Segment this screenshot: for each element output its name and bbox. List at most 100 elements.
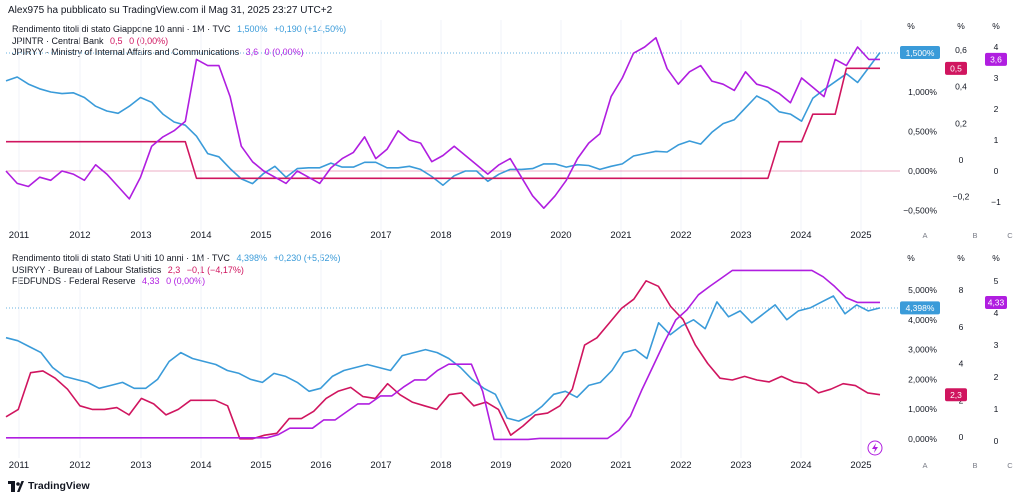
tradingview-logo[interactable]: TradingView [8, 480, 90, 492]
axis-C-tick-4: 1 [994, 404, 999, 414]
value-badge-jpintr[interactable]: 0,5 [945, 61, 967, 75]
value-badge-text-ust: 4,398% [906, 303, 935, 313]
axis-C-tick-0: 5 [994, 276, 999, 286]
axis-C-tick-2: 3 [994, 340, 999, 350]
x-tick-2021: 2021 [610, 460, 631, 471]
value-badge-jpiryy[interactable]: 3,6 [985, 52, 1007, 66]
chart-panel-bottom[interactable]: 2011 2012 2013 2014 2015 2016 2017 2018 2019 2020… [5, 250, 1013, 471]
series-name-usiryy: USIRYY · Bureau of Labour Statistics [12, 264, 162, 275]
axis-A-tick-1: 4,000% [908, 315, 937, 325]
series-change-jgb: +0,190 (+14,50%) [274, 24, 347, 34]
x-tick-2011: 2011 [9, 230, 29, 241]
axis-unit-A: % [907, 21, 915, 31]
series-line-fedfunds[interactable] [6, 269, 880, 441]
axis-C-tick-2: 2 [994, 104, 999, 114]
scale-label-A: A [922, 461, 927, 470]
value-badge-bg-fedfunds [985, 295, 1007, 309]
series-line-jpintr[interactable] [6, 67, 880, 180]
series-name-ust: Rendimento titoli di stato Stati Uniti 1… [12, 253, 230, 263]
x-tick-2018: 2018 [430, 230, 451, 241]
axis-A-tick-2: 3,000% [908, 345, 937, 355]
axis-B-tick-3: 0 [959, 155, 964, 165]
x-tick-2025: 2025 [850, 230, 871, 241]
axis-B-tick-2: 4 [959, 359, 964, 369]
axis-B-tick-0: 0,6 [955, 45, 967, 55]
axis-A-tick-0: 1,000% [908, 87, 937, 97]
x-tick-2021: 2021 [610, 230, 631, 241]
axis-B-tick-4: −0,2 [953, 192, 970, 202]
axis-C-tick-4: 0 [994, 166, 999, 176]
series-change-fedfunds: 0 (0,00%) [166, 276, 206, 286]
axis-A-tick-3: −0,500% [903, 206, 937, 216]
axis-A-tick-2: 0,000% [908, 166, 937, 176]
series-value-ust: 4,398% [236, 253, 267, 263]
x-tick-2018: 2018 [430, 460, 451, 471]
x-tick-2022: 2022 [670, 460, 691, 471]
axis-B-tick-0: 8 [959, 285, 964, 295]
series-name-jpintr: JPINTR · Central Bank [12, 35, 104, 46]
series-change-ust: +0,230 (+5,52%) [273, 253, 341, 263]
lightning-icon[interactable] [867, 440, 883, 456]
scale-label-C: C [1007, 231, 1013, 240]
series-line-ust[interactable] [5, 295, 881, 422]
series-name-fedfunds: FEDFUNDS · Federal Reserve [12, 276, 136, 286]
axis-unit-A: % [907, 253, 915, 263]
axis-C-tick-1: 4 [994, 308, 999, 318]
x-tick-2012: 2012 [69, 460, 90, 471]
axis-C-tick-3: 2 [994, 372, 999, 382]
x-tick-2025: 2025 [850, 460, 871, 471]
lightning-icon-bolt [872, 443, 878, 453]
series-line-jpiryy[interactable] [5, 36, 880, 209]
x-tick-2020: 2020 [550, 230, 571, 241]
axis-unit-C: % [992, 253, 1000, 263]
tradingview-brand: TradingView [28, 480, 90, 492]
publish-header: Alex975 ha pubblicato su TradingView.com… [8, 5, 333, 16]
legend-row-jpintr[interactable]: JPINTR · Central Bank 0,5 0 (0,00%) [12, 36, 346, 48]
scale-label-B: B [972, 461, 977, 470]
legend-row-usiryy[interactable]: USIRYY · Bureau of Labour Statistics 2,3… [12, 265, 341, 277]
axis-unit-B: % [957, 21, 965, 31]
axis-C-tick-5: 0 [994, 436, 999, 446]
x-tick-2017: 2017 [370, 460, 391, 471]
axis-B-tick-4: 0 [959, 432, 964, 442]
series-name-jgb: Rendimento titoli di stato Giappone 10 a… [12, 24, 231, 34]
value-badge-text-jpiryy: 3,6 [990, 55, 1002, 65]
legend-row-jpiryy[interactable]: JPIRYY · Ministry of Internal Affairs an… [12, 47, 346, 59]
series-line-jgb[interactable] [5, 52, 881, 186]
x-tick-2014: 2014 [190, 230, 211, 241]
series-value-fedfunds: 4,33 [142, 276, 160, 286]
scale-label-A: A [922, 231, 927, 240]
series-value-usiryy: 2,3 [167, 264, 181, 275]
legend-row-ust[interactable]: Rendimento titoli di stato Stati Uniti 1… [12, 253, 341, 265]
series-line-usiryy[interactable] [5, 280, 881, 440]
series-value-jpiryy: 3,6 [245, 47, 259, 57]
value-badge-fedfunds[interactable]: 4,33 [985, 295, 1007, 309]
value-badge-bg-usiryy [945, 388, 967, 402]
chart-panel-top[interactable]: 2011 2012 2013 2014 2015 2016 2017 2018 2019 2020… [5, 20, 1013, 241]
legend-top: Rendimento titoli di stato Giappone 10 a… [12, 24, 346, 59]
x-tick-2023: 2023 [730, 230, 751, 241]
legend-row-fedfunds[interactable]: FEDFUNDS · Federal Reserve 4,33 0 (0,00%… [12, 276, 341, 288]
x-tick-2015: 2015 [250, 460, 271, 471]
x-tick-2019: 2019 [490, 460, 511, 471]
x-tick-2016: 2016 [310, 230, 331, 241]
value-badge-text-usiryy: 2,3 [950, 390, 962, 400]
x-tick-2023: 2023 [730, 460, 751, 471]
axis-A-tick-1: 0,500% [908, 127, 937, 137]
axis-A-tick-0: 5,000% [908, 285, 937, 295]
x-tick-2015: 2015 [250, 230, 271, 241]
axis-A-tick-4: 1,000% [908, 404, 937, 414]
legend-row-jgb[interactable]: Rendimento titoli di stato Giappone 10 a… [12, 24, 346, 36]
legend-bottom: Rendimento titoli di stato Stati Uniti 1… [12, 253, 341, 288]
x-tick-2012: 2012 [69, 230, 90, 241]
value-badge-jgb[interactable]: 1,500% [900, 46, 940, 59]
value-badge-ust[interactable]: 4,398% [900, 301, 940, 315]
value-badge-text-jpintr: 0,5 [950, 64, 962, 74]
axis-C-tick-0: 4 [994, 42, 999, 52]
value-badge-usiryy[interactable]: 2,3 [945, 388, 967, 402]
x-tick-2020: 2020 [550, 460, 571, 471]
x-tick-2024: 2024 [790, 460, 811, 471]
series-value-jgb: 1,500% [236, 24, 268, 34]
x-tick-2013: 2013 [130, 460, 151, 471]
